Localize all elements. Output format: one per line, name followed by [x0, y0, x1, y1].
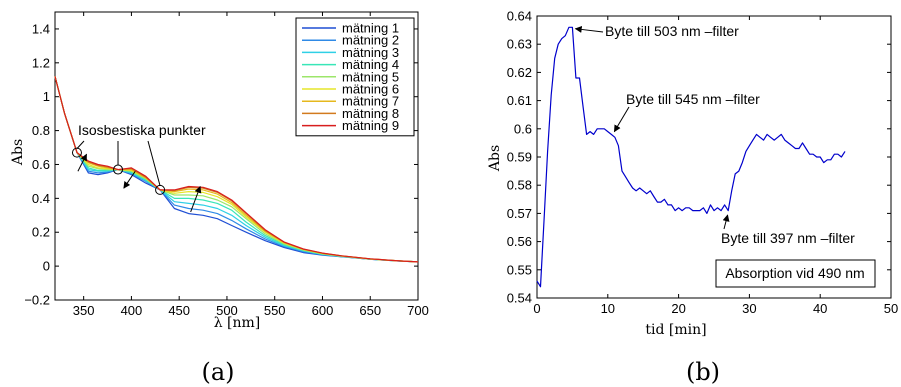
time-y-axis-label: Abs	[487, 145, 503, 172]
spectrum-legend-label: mätning 1	[342, 21, 399, 36]
time-y-tick-label: 0.56	[507, 234, 532, 249]
time-annotation-label: Byte till 397 nm –filter	[721, 230, 855, 246]
spectrum-x-tick-label: 650	[359, 303, 381, 318]
time-annotations: Byte till 503 nm –filter Byte till 545 nm…	[574, 23, 855, 246]
time-x-tick-label: 50	[884, 301, 898, 316]
spectrum-y-tick-label: 0.2	[32, 225, 50, 240]
spectrum-annotations: Isosbestiska punkter	[71, 122, 206, 213]
spectrum-x-tick-label: 350	[73, 303, 95, 318]
spectrum-x-axis-label: λ [nm]	[214, 315, 261, 331]
time-y-tick-label: 0.55	[507, 262, 532, 277]
time-series-group	[536, 26, 846, 288]
spectrum-y-tick-label: 1.2	[32, 55, 50, 70]
isosbestic-pointer-line	[147, 140, 161, 187]
time-x-tick-label: 30	[742, 301, 756, 316]
isosbestic-pointer-line	[76, 140, 85, 149]
time-x-tick-label: 20	[671, 301, 685, 316]
trend-arrow	[77, 153, 87, 172]
spectrum-x-tick-label: 500	[216, 303, 238, 318]
time-chart: 0 10 20 30 40 50 0.54 0.55 0.56 0.57 0.58 0.59 0.6 0.…	[487, 9, 898, 339]
spectrum-x-tick-label: 400	[121, 303, 143, 318]
panel-label-a: (a)	[201, 358, 234, 386]
time-y-tick-label: 0.62	[507, 65, 532, 80]
time-series-line	[536, 26, 846, 288]
spectrum-legend-label: mätning 9	[342, 118, 399, 133]
spectrum-y-tick-label: 1.4	[32, 21, 50, 36]
panel-label-b: (b)	[686, 358, 720, 386]
time-x-tick-label: 40	[813, 301, 827, 316]
trend-arrow	[190, 185, 202, 213]
spectrum-legend-label: mätning 5	[342, 69, 399, 84]
time-annotation-arrow	[613, 106, 630, 133]
spectrum-y-tick-label: 0.4	[32, 191, 50, 206]
spectrum-legend-label: mätning 6	[342, 82, 399, 97]
time-y-tick-label: 0.58	[507, 178, 532, 193]
time-y-tick-label: 0.64	[507, 9, 532, 24]
trend-arrow	[123, 170, 136, 189]
spectrum-y-tick-label: −0.2	[24, 293, 50, 308]
spectrum-x-tick-label: 450	[168, 303, 190, 318]
time-legend-label: Absorption vid 490 nm	[725, 265, 864, 281]
isosbestic-annotation: Isosbestiska punkter	[78, 122, 206, 138]
spectrum-legend-label: mätning 3	[342, 45, 399, 60]
spectrum-x-tick-label: 600	[312, 303, 334, 318]
time-y-tick-label: 0.6	[514, 121, 532, 136]
spectrum-x-tick-label: 700	[407, 303, 429, 318]
time-y-tick-label: 0.54	[507, 291, 532, 306]
spectrum-x-tick-label: 550	[264, 303, 286, 318]
time-legend-box	[715, 259, 876, 288]
spectrum-legend-label: mätning 4	[342, 57, 399, 72]
spectrum-legend-label: mätning 2	[342, 33, 399, 48]
time-legend: Absorption vid 490 nm	[715, 259, 876, 288]
time-annotation-arrow	[574, 25, 604, 33]
time-y-tick-label: 0.59	[507, 150, 532, 165]
spectrum-y-tick-label: 0.8	[32, 123, 50, 138]
time-plot-frame	[536, 15, 892, 299]
time-y-tick-label: 0.61	[507, 93, 532, 108]
spectrum-legend-label: mätning 8	[342, 106, 399, 121]
spectrum-axes: 350 400 450 500 550 600 650 700 −0.2 0 0.2 0.4 0.6 0.…	[24, 11, 429, 318]
time-x-tick-label: 0	[533, 301, 540, 316]
spectrum-y-tick-label: 0.6	[32, 157, 50, 172]
spectrum-series-group	[54, 76, 419, 263]
spectrum-legend-label: mätning 7	[342, 94, 399, 109]
time-x-axis-label: tid [min]	[645, 322, 706, 338]
time-y-tick-label: 0.63	[507, 37, 532, 52]
time-x-tick-label: 10	[601, 301, 615, 316]
spectrum-y-tick-label: 1	[43, 89, 50, 104]
spectrum-plot-frame	[54, 11, 419, 301]
time-y-tick-label: 0.57	[507, 206, 532, 221]
time-annotation-label: Byte till 503 nm –filter	[605, 23, 739, 39]
spectrum-y-tick-label: 0	[43, 259, 50, 274]
time-annotation-label: Byte till 545 nm –filter	[626, 91, 760, 107]
spectrum-chart: 350 400 450 500 550 600 650 700 −0.2 0 0.2 0.4 0.6 0.…	[10, 11, 429, 331]
spectrum-y-axis-label: Abs	[10, 139, 26, 166]
time-annotation-arrow	[722, 214, 730, 230]
time-axes: 0 10 20 30 40 50 0.54 0.55 0.56 0.57 0.58 0.59 0.6 0.…	[507, 9, 899, 317]
